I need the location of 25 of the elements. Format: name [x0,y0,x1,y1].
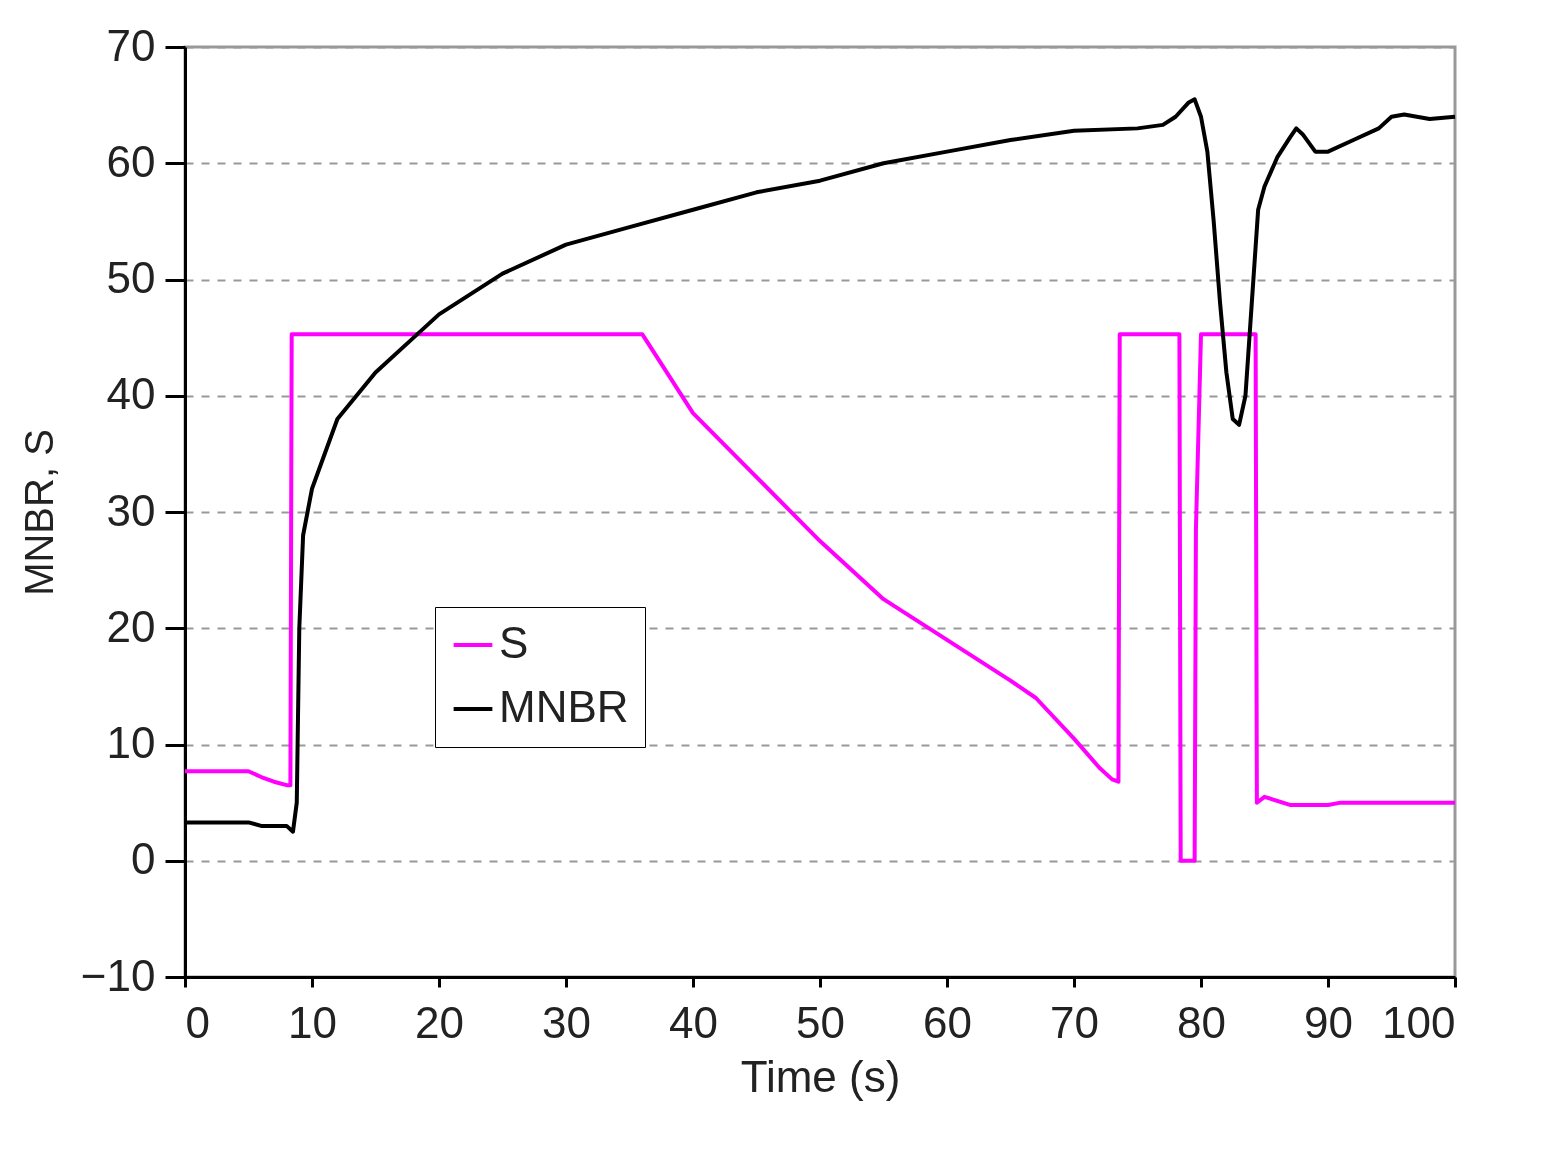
x-axis-title: Time (s) [740,1051,901,1101]
y-tick-label: 50 [106,253,156,302]
y-axis-title: MNBR, S [16,429,61,596]
line-series [183,332,1457,863]
x-tick-label: 40 [669,997,718,1047]
y-tick-label: 30 [106,485,156,535]
x-tick-label: 80 [1177,997,1226,1047]
y-tick-label: 40 [106,369,156,419]
x-tick-label: 50 [796,997,845,1047]
y-tick-label: 60 [106,136,156,186]
x-tick-label: 90 [1304,997,1353,1047]
legend-label: S [499,618,529,667]
x-tick-label: 30 [542,997,591,1047]
y-tick-label: 0 [131,834,156,884]
x-tick-label: 60 [923,997,972,1047]
y-tick-label: 10 [106,718,156,767]
legend-label: MNBR [499,682,629,731]
x-tick-label: 10 [288,997,337,1047]
x-tick-label: 100 [1382,997,1456,1047]
y-tick-label: 20 [106,601,156,651]
x-tick-label: 70 [1050,997,1099,1047]
y-tick-label: 70 [106,20,156,70]
y-tick-label: −10 [80,950,156,1000]
x-tick-label: 0 [185,997,210,1047]
x-tick-label: 20 [415,997,464,1047]
